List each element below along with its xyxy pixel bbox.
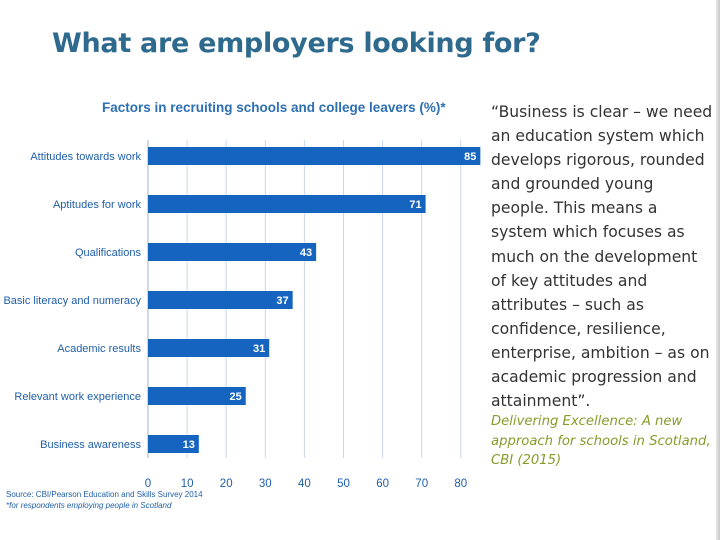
chart-footnote: *for respondents employing people in Sco… (6, 501, 172, 510)
x-tick-label: 10 (181, 478, 194, 490)
category-labels: Attitudes towards work Aptitudes for work… (3, 151, 141, 451)
x-tick-label: 80 (454, 478, 467, 490)
bar (148, 195, 426, 213)
category-label: Business awareness (40, 439, 141, 451)
business-quote: “Business is clear – we need an educatio… (491, 103, 713, 411)
quote-citation: Delivering Excellence: A new approach fo… (491, 414, 711, 468)
bar (148, 387, 246, 405)
slide-edge (716, 0, 720, 540)
x-tick-label: 50 (337, 478, 350, 490)
bar-value-label: 43 (300, 247, 312, 259)
x-tick-label: 20 (220, 478, 233, 490)
bar-value-label: 13 (183, 439, 195, 451)
bar (148, 243, 317, 261)
category-label: Qualifications (75, 247, 142, 259)
category-label: Relevant work experience (14, 391, 141, 403)
bar-chart: Factors in recruiting schools and colleg… (3, 100, 481, 510)
category-label: Attitudes towards work (30, 151, 141, 163)
x-axis-ticks: 0 10 20 30 40 50 60 70 80 (145, 478, 467, 490)
bars: 85 71 43 37 31 25 13 (148, 147, 481, 453)
bar-value-label: 71 (409, 199, 421, 211)
bar (148, 291, 293, 309)
chart-source: Source: CBI/Pearson Education and Skills… (6, 490, 203, 499)
x-tick-label: 40 (298, 478, 311, 490)
category-label: Aptitudes for work (53, 199, 142, 211)
bar-value-label: 31 (253, 343, 265, 355)
chart-title: Factors in recruiting schools and colleg… (102, 100, 446, 115)
bar-value-label: 85 (464, 151, 476, 163)
category-label: Basic literacy and numeracy (3, 295, 141, 307)
bar (148, 147, 481, 165)
x-tick-label: 60 (376, 478, 389, 490)
x-tick-label: 70 (415, 478, 428, 490)
x-tick-label: 30 (259, 478, 272, 490)
x-tick-label: 0 (145, 478, 151, 490)
bar (148, 435, 199, 453)
slide-title: What are employers looking for? (52, 28, 541, 59)
category-label: Academic results (57, 343, 141, 355)
bar (148, 339, 270, 357)
bar-value-label: 25 (230, 391, 242, 403)
bar-value-label: 37 (276, 295, 288, 307)
